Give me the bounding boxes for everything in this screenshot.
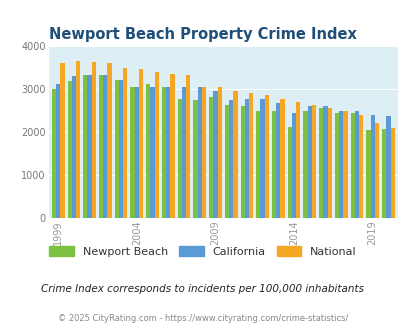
Bar — [224, 105, 228, 218]
Bar — [60, 63, 64, 218]
Bar — [107, 62, 111, 218]
Bar — [311, 105, 315, 218]
Bar — [240, 106, 244, 218]
Bar — [256, 112, 260, 218]
Bar — [52, 89, 56, 218]
Bar — [386, 116, 390, 218]
Bar — [390, 128, 394, 218]
Bar — [87, 75, 92, 218]
Bar — [291, 113, 296, 218]
Bar — [193, 100, 197, 218]
Bar — [162, 87, 166, 218]
Bar — [358, 115, 362, 218]
Bar — [170, 74, 174, 218]
Text: Crime Index corresponds to incidents per 100,000 inhabitants: Crime Index corresponds to incidents per… — [41, 284, 364, 294]
Bar — [365, 130, 370, 218]
Bar — [139, 69, 143, 218]
Bar — [354, 112, 358, 218]
Bar — [334, 113, 338, 218]
Text: Newport Beach Property Crime Index: Newport Beach Property Crime Index — [49, 27, 356, 42]
Bar — [343, 111, 347, 218]
Bar — [228, 100, 233, 218]
Bar — [119, 80, 123, 218]
Text: © 2025 CityRating.com - https://www.cityrating.com/crime-statistics/: © 2025 CityRating.com - https://www.city… — [58, 314, 347, 323]
Bar — [134, 87, 139, 218]
Bar — [67, 81, 72, 218]
Bar — [83, 75, 87, 218]
Bar — [185, 75, 190, 218]
Bar — [123, 68, 127, 218]
Bar — [217, 87, 221, 218]
Bar — [381, 129, 386, 218]
Bar — [260, 99, 264, 218]
Bar — [323, 106, 327, 218]
Bar — [197, 86, 201, 218]
Legend: Newport Beach, California, National: Newport Beach, California, National — [45, 242, 360, 261]
Bar — [280, 99, 284, 218]
Bar — [338, 111, 343, 218]
Bar — [233, 91, 237, 218]
Bar — [370, 115, 374, 218]
Bar — [327, 108, 331, 218]
Bar — [76, 61, 80, 218]
Bar — [181, 86, 185, 218]
Bar — [287, 127, 291, 218]
Bar — [166, 87, 170, 218]
Bar — [209, 97, 213, 218]
Bar — [318, 108, 323, 218]
Bar — [103, 75, 107, 218]
Bar — [154, 72, 158, 218]
Bar — [244, 99, 248, 218]
Bar — [146, 84, 150, 218]
Bar — [115, 80, 119, 218]
Bar — [275, 103, 280, 218]
Bar — [56, 84, 60, 218]
Bar — [264, 95, 269, 218]
Bar — [72, 76, 76, 218]
Bar — [213, 91, 217, 218]
Bar — [177, 99, 181, 218]
Bar — [271, 111, 275, 218]
Bar — [130, 87, 134, 218]
Bar — [150, 87, 154, 218]
Bar — [296, 102, 300, 218]
Bar — [248, 92, 253, 218]
Bar — [201, 87, 206, 218]
Bar — [374, 122, 378, 218]
Bar — [99, 75, 103, 218]
Bar — [303, 111, 307, 218]
Bar — [92, 62, 96, 218]
Bar — [350, 113, 354, 218]
Bar — [307, 106, 311, 218]
